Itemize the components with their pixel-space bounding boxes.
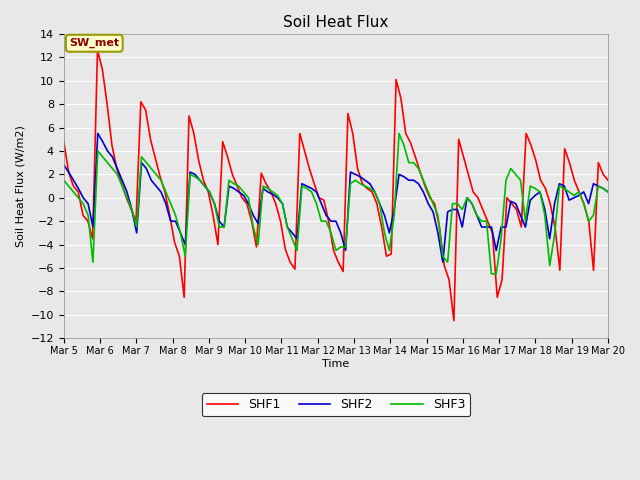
Text: SW_met: SW_met [69, 38, 119, 48]
SHF3 [522, 218, 529, 224]
SHF2 [575, 192, 582, 198]
SHF2 [439, 259, 447, 265]
SHF3 [235, 183, 243, 189]
Line: SHF2: SHF2 [64, 133, 608, 262]
SHF2 [522, 224, 529, 230]
SHF3 [575, 189, 582, 195]
SHF1 [604, 177, 612, 183]
SHF2 [94, 131, 102, 136]
SHF1 [60, 139, 68, 144]
SHF1 [276, 218, 284, 224]
SHF2 [79, 195, 87, 201]
SHF1 [417, 169, 424, 175]
SHF2 [478, 224, 486, 230]
SHF2 [74, 186, 82, 192]
Legend: SHF1, SHF2, SHF3: SHF1, SHF2, SHF3 [202, 393, 470, 416]
SHF3 [79, 201, 87, 206]
Y-axis label: Soil Heat Flux (W/m2): Soil Heat Flux (W/m2) [15, 125, 25, 247]
SHF1 [93, 48, 101, 53]
SHF1 [484, 218, 492, 224]
SHF3 [488, 271, 495, 277]
SHF2 [604, 189, 612, 195]
SHF1 [450, 318, 458, 324]
SHF2 [60, 162, 68, 168]
Line: SHF3: SHF3 [64, 133, 608, 274]
Line: SHF1: SHF1 [64, 50, 608, 321]
SHF3 [396, 131, 403, 136]
SHF3 [604, 189, 612, 195]
Title: Soil Heat Flux: Soil Heat Flux [284, 15, 388, 30]
SHF2 [240, 192, 248, 198]
SHF3 [473, 213, 481, 218]
SHF3 [74, 195, 82, 201]
SHF1 [127, 206, 135, 212]
SHF3 [60, 177, 68, 183]
SHF1 [219, 139, 227, 144]
SHF1 [214, 242, 221, 248]
X-axis label: Time: Time [323, 359, 349, 369]
